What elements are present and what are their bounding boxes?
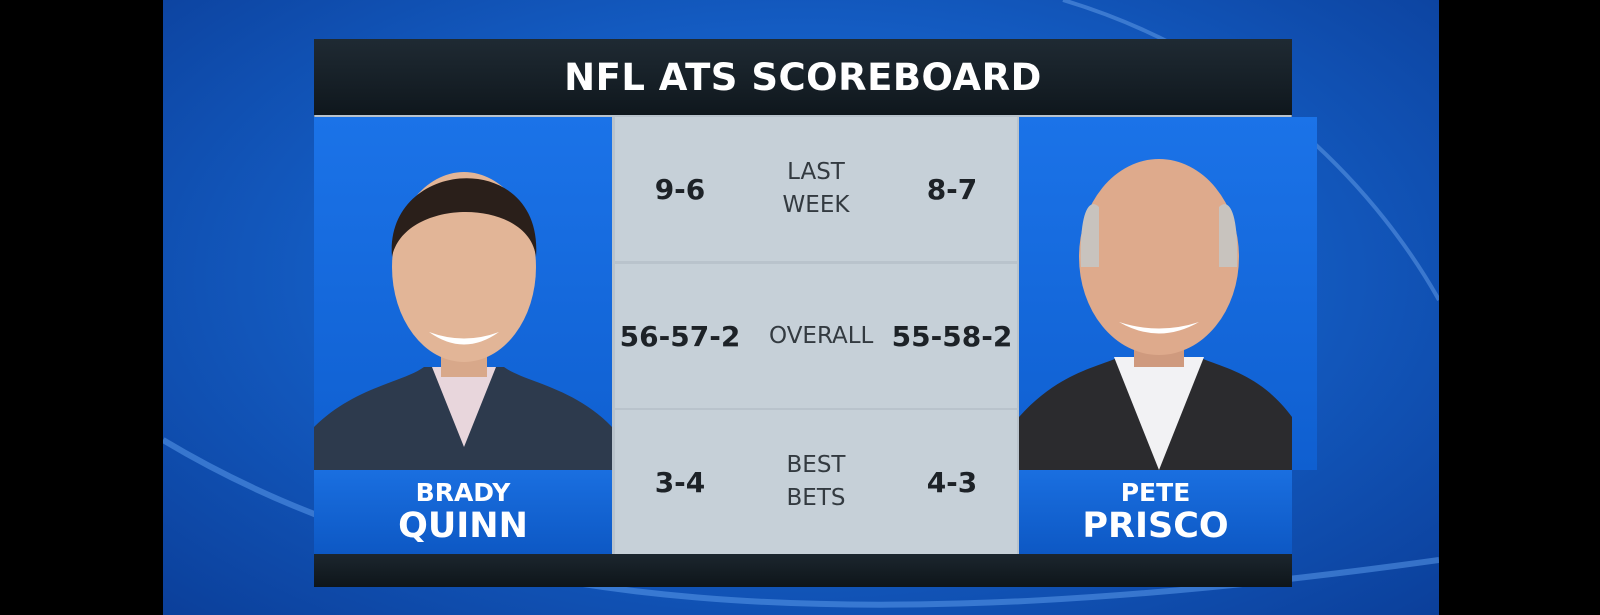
portrait [314, 172, 612, 470]
row-label: LAST WEEK [782, 159, 850, 218]
row-label: BEST BETS [786, 452, 846, 511]
right-record: 55-58-2 [891, 319, 1013, 353]
analyst-photo [314, 117, 612, 470]
left-record: 56-57-2 [619, 319, 741, 353]
footer-bar [314, 554, 1292, 587]
analyst-photo [1019, 117, 1317, 470]
last-name: PRISCO [1082, 506, 1229, 546]
row-label: OVERALL [769, 322, 874, 349]
first-name: BRADY [415, 478, 511, 507]
analyst-nameplate: BRADY QUINN [314, 470, 612, 554]
right-record: 4-3 [926, 465, 978, 499]
analyst-nameplate: PETE PRISCO [1019, 470, 1292, 554]
score-row: 3-4 BEST BETS 4-3 [615, 410, 1017, 554]
right-record: 8-7 [926, 172, 978, 206]
score-row: 56-57-2 OVERALL 55-58-2 [615, 264, 1017, 408]
last-name: QUINN [398, 506, 528, 546]
left-record: 9-6 [654, 172, 706, 206]
score-row: 9-6 LAST WEEK 8-7 [615, 117, 1017, 261]
left-record: 3-4 [654, 465, 706, 499]
first-name: PETE [1120, 478, 1191, 507]
portrait [1019, 159, 1292, 470]
title: NFL ATS SCOREBOARD [314, 39, 1292, 115]
